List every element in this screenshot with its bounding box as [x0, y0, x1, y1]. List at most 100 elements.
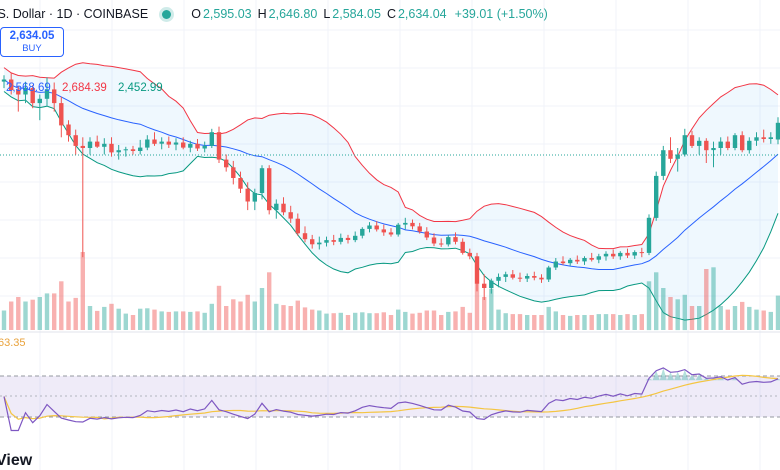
volume-bar: [646, 281, 652, 331]
bollinger-legend[interactable]: 2,568.69 2,684.39 2,452.99: [6, 82, 163, 94]
market-status-icon: [162, 9, 172, 19]
candle-body: [431, 237, 437, 244]
volume-bar: [130, 315, 136, 330]
volume-bar: [9, 301, 14, 330]
volume-bar: [381, 312, 386, 330]
volume-bar: [668, 297, 673, 330]
candle-body: [1, 79, 7, 82]
volume-bar: [16, 297, 21, 330]
candle-body: [216, 132, 222, 160]
volume-bar: [281, 305, 286, 330]
volume-bar: [145, 308, 150, 331]
symbol-header: .S. Dollar · 1D · COINBASE O 2,595.03 H 2,…: [0, 4, 548, 24]
candle-body: [288, 212, 293, 219]
candle-body: [704, 140, 709, 151]
candle-body: [768, 137, 773, 139]
close-label: C: [386, 7, 396, 21]
candle-body: [639, 252, 644, 254]
volume-bar: [23, 301, 28, 330]
candle-body: [682, 135, 687, 155]
symbol-title[interactable]: .S. Dollar · 1D · COINBASE: [0, 7, 149, 21]
candle-body: [295, 218, 300, 234]
volume-bar: [267, 272, 272, 331]
candle-body: [589, 258, 594, 260]
candle-body: [689, 135, 695, 146]
volume-bar: [288, 306, 293, 330]
volume-bar: [367, 313, 372, 330]
volume-bar: [310, 309, 315, 330]
volume-bar: [589, 315, 594, 330]
low-value: 2,584.05: [332, 7, 381, 21]
volume-bar: [546, 306, 551, 330]
volume-bar: [489, 288, 494, 330]
volume-bar: [596, 314, 601, 330]
volume-bar: [338, 312, 343, 331]
candlesticks: [1, 73, 780, 300]
candle-body: [697, 140, 702, 146]
candle-body: [116, 150, 121, 153]
candle-body: [310, 239, 315, 245]
volume-bar: [697, 306, 702, 330]
rsi-value: 63.35: [0, 337, 26, 349]
candle-body: [740, 135, 745, 151]
candle-body: [202, 145, 207, 149]
candle-body: [23, 88, 28, 95]
candle-body: [661, 150, 666, 176]
volume-bar: [582, 315, 587, 330]
buy-button[interactable]: 2,634.05 BUY: [0, 27, 64, 57]
candle-body: [338, 237, 343, 242]
watermark-logo: View: [0, 452, 33, 469]
volume-bar: [166, 311, 171, 330]
candle-body: [460, 241, 465, 253]
rsi-legend[interactable]: 63.35: [0, 337, 26, 349]
volume-bar: [424, 310, 429, 330]
candle-body: [181, 142, 186, 148]
volume-bar: [374, 313, 379, 330]
candle-body: [374, 225, 379, 230]
candle-body: [603, 253, 609, 257]
volume-bar: [324, 313, 329, 330]
bollinger-lower-line: [3, 91, 779, 321]
candle-body: [16, 89, 21, 95]
volume-bar: [317, 310, 322, 330]
volume-bar: [632, 315, 637, 330]
volume-bar: [66, 301, 71, 330]
volume-bar: [295, 300, 300, 330]
low-label: L: [323, 7, 331, 21]
volume-bar: [331, 313, 336, 330]
candle-body: [725, 141, 730, 148]
candle-body: [52, 89, 57, 104]
candle-body: [474, 256, 480, 284]
high-label: H: [257, 7, 267, 21]
candle-body: [525, 276, 530, 279]
volume-bar: [682, 294, 687, 331]
volume-bar: [654, 272, 659, 331]
bollinger-lower-value: 2,452.99: [117, 82, 163, 94]
candle-body: [582, 258, 587, 262]
candle-body: [274, 203, 279, 211]
candle-body: [73, 135, 78, 146]
candle-body: [761, 137, 766, 139]
candle-body: [166, 141, 171, 145]
candle-body: [747, 140, 752, 151]
candle-body: [281, 203, 286, 213]
volume-bar: [689, 306, 695, 330]
volume-bar: [30, 299, 35, 330]
candle-body: [44, 89, 50, 99]
volume-bar: [102, 306, 107, 330]
candle-body: [80, 145, 85, 148]
volume-bar: [80, 252, 85, 330]
volume-bar: [539, 315, 544, 330]
volume-bar: [417, 312, 422, 331]
candle-body: [324, 240, 329, 243]
candle-body: [510, 274, 515, 278]
candle-body: [109, 143, 114, 153]
candle-body: [317, 242, 322, 245]
change-value: +39.01 (+1.50%): [454, 7, 548, 21]
volume-bar: [345, 315, 351, 330]
candle-body: [145, 139, 150, 148]
volume-bar: [202, 312, 207, 331]
volume-bar: [460, 306, 465, 330]
